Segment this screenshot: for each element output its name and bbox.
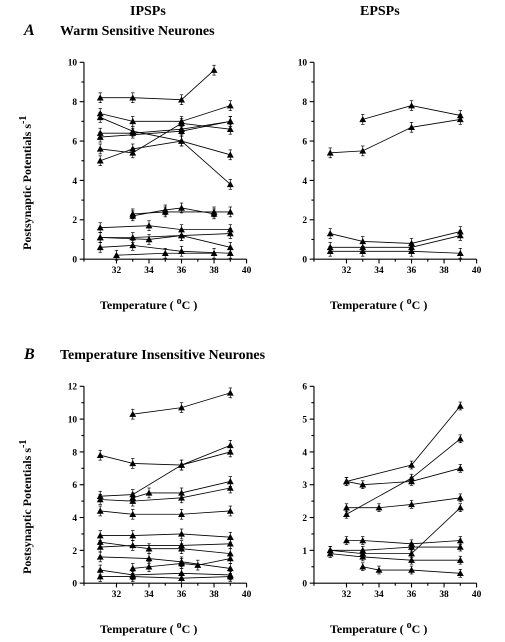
svg-text:4: 4 — [302, 177, 307, 187]
x-axis-label-post: C ) — [412, 622, 428, 636]
svg-text:4: 4 — [72, 514, 77, 524]
svg-text:40: 40 — [472, 266, 482, 276]
y-axis-label-b: Postsynaptic Potentials s-1 — [18, 440, 35, 574]
x-axis-label-b-right: Temperature ( oC ) — [330, 620, 427, 637]
svg-text:4: 4 — [302, 448, 307, 458]
svg-text:36: 36 — [177, 266, 187, 276]
svg-text:40: 40 — [242, 590, 252, 600]
svg-text:6: 6 — [302, 383, 307, 393]
svg-text:36: 36 — [407, 590, 417, 600]
figure-page: IPSPs EPSPs A Warm Sensitive Neurones Po… — [0, 0, 505, 642]
svg-text:6: 6 — [72, 137, 77, 147]
x-axis-label-pre: Temperature ( — [330, 298, 407, 312]
x-axis-label-b-left: Temperature ( oC ) — [100, 620, 197, 637]
svg-text:0: 0 — [302, 256, 307, 266]
y-axis-label-text: Postsynaptic Potentials s — [20, 124, 34, 250]
x-axis-label-post: C ) — [182, 622, 198, 636]
svg-text:32: 32 — [112, 266, 122, 276]
y-axis-label-sup: -1 — [18, 440, 29, 448]
panel-a-title: Warm Sensitive Neurones — [60, 24, 215, 40]
chart-b-ipsps: 0246810123234363840 — [60, 366, 250, 596]
svg-text:0: 0 — [72, 580, 77, 590]
x-axis-label-post: C ) — [412, 298, 428, 312]
y-axis-label-a: Postsynaptic Potentials s-1 — [18, 116, 35, 250]
chart-a-ipsps: 02468103234363840 — [60, 42, 250, 272]
svg-text:6: 6 — [302, 137, 307, 147]
x-axis-label-pre: Temperature ( — [100, 622, 177, 636]
svg-text:40: 40 — [242, 266, 252, 276]
svg-text:32: 32 — [342, 590, 352, 600]
x-axis-label-pre: Temperature ( — [330, 622, 407, 636]
panel-b-label: B — [24, 346, 35, 364]
y-axis-label-sup: -1 — [18, 116, 29, 124]
column-header-left: IPSPs — [130, 4, 166, 20]
svg-text:2: 2 — [72, 216, 77, 226]
x-axis-label-a-right: Temperature ( oC ) — [330, 296, 427, 313]
chart-a-epsps: 02468103234363840 — [290, 42, 480, 272]
svg-text:2: 2 — [302, 514, 307, 524]
svg-text:6: 6 — [72, 481, 77, 491]
svg-text:2: 2 — [302, 216, 307, 226]
svg-text:38: 38 — [209, 590, 219, 600]
svg-text:0: 0 — [72, 256, 77, 266]
svg-text:10: 10 — [298, 59, 308, 69]
svg-text:36: 36 — [177, 590, 187, 600]
svg-text:8: 8 — [302, 98, 307, 108]
svg-text:38: 38 — [439, 266, 449, 276]
panel-b-title: Temperature Insensitive Neurones — [60, 348, 265, 364]
svg-text:38: 38 — [209, 266, 219, 276]
column-header-right: EPSPs — [360, 4, 400, 20]
svg-text:32: 32 — [342, 266, 352, 276]
chart-b-epsps: 01234563234363840 — [290, 366, 480, 596]
svg-text:36: 36 — [407, 266, 417, 276]
svg-text:32: 32 — [112, 590, 122, 600]
svg-text:8: 8 — [72, 98, 77, 108]
svg-text:10: 10 — [68, 59, 78, 69]
x-axis-label-a-left: Temperature ( oC ) — [100, 296, 197, 313]
panel-a-label: A — [24, 22, 35, 40]
svg-text:4: 4 — [72, 177, 77, 187]
svg-text:34: 34 — [144, 590, 154, 600]
svg-text:38: 38 — [439, 590, 449, 600]
svg-text:3: 3 — [302, 481, 307, 491]
svg-text:34: 34 — [144, 266, 154, 276]
x-axis-label-pre: Temperature ( — [100, 298, 177, 312]
svg-text:0: 0 — [302, 580, 307, 590]
svg-text:10: 10 — [68, 416, 78, 426]
svg-text:34: 34 — [374, 590, 384, 600]
x-axis-label-post: C ) — [182, 298, 198, 312]
y-axis-label-text: Postsynaptic Potentials s — [20, 448, 34, 574]
svg-text:8: 8 — [72, 448, 77, 458]
svg-text:12: 12 — [68, 383, 78, 393]
svg-text:5: 5 — [302, 416, 307, 426]
svg-text:34: 34 — [374, 266, 384, 276]
svg-text:1: 1 — [302, 547, 307, 557]
svg-text:2: 2 — [72, 547, 77, 557]
svg-text:40: 40 — [472, 590, 482, 600]
